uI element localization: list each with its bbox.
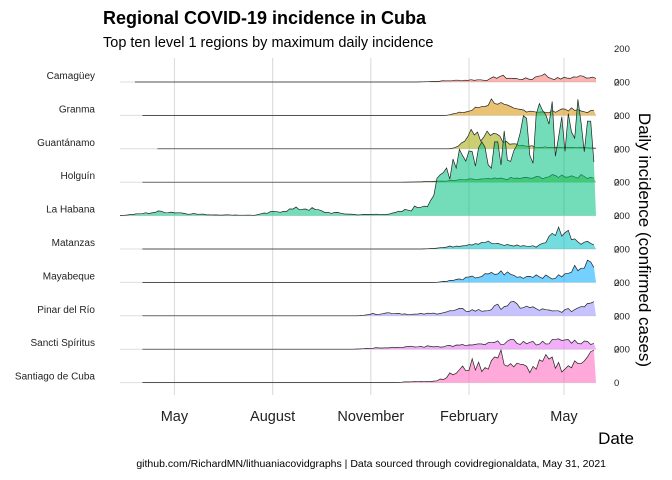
y-axis-label: Daily incidence (confirmed cases) [635, 112, 654, 368]
y-tick-label: 0 [614, 178, 619, 189]
series-area [142, 260, 596, 283]
y-tick-label: 200 [614, 211, 630, 222]
x-tick-label: May [550, 409, 578, 425]
y-tick-label: 200 [614, 178, 630, 189]
series-label: Mayabeque [43, 271, 96, 282]
y-tick-label: 0 [614, 111, 619, 122]
series-line [142, 226, 595, 250]
series-label: Granma [59, 104, 96, 115]
series-label: Matanzas [52, 238, 95, 249]
x-tick-label: August [250, 409, 295, 425]
y-tick-label: 200 [614, 111, 630, 122]
chart-subtitle: Top ten level 1 regions by maximum daily… [103, 35, 434, 51]
y-tick-label: 200 [614, 345, 630, 356]
series-line [157, 128, 597, 150]
x-tick-label: February [440, 409, 499, 425]
y-tick-label: 0 [614, 211, 619, 222]
y-tick-label: 0 [614, 144, 619, 155]
caption: github.com/RichardMN/lithuaniacovidgraph… [136, 458, 606, 470]
y-tick-label: 200 [614, 144, 630, 155]
series-label: Sancti Spíritus [31, 338, 95, 349]
series-label: Pinar del Río [37, 305, 95, 316]
series-area [120, 99, 596, 216]
series-line [142, 338, 595, 350]
y-tick-label: 0 [614, 345, 619, 356]
y-tick-label: 200 [614, 78, 630, 89]
y-tick-label: 200 [614, 245, 630, 256]
series-label: Holguín [61, 171, 95, 182]
y-tick-label: 0 [614, 245, 619, 256]
y-tick-label: 200 [614, 311, 630, 322]
y-tick-label: 0 [614, 311, 619, 322]
series-line [142, 259, 595, 283]
series-area [157, 129, 596, 149]
x-tick-label: November [337, 409, 404, 425]
series-label: Santiago de Cuba [15, 372, 96, 383]
x-tick-label: May [161, 409, 189, 425]
series-line [142, 348, 595, 383]
y-tick-label: 200 [614, 278, 630, 289]
y-tick-label: 200 [614, 44, 630, 55]
series-label: Camagüey [47, 71, 95, 82]
series-area [142, 227, 596, 249]
series-area [134, 73, 596, 82]
series-area [142, 98, 596, 116]
series-label: Guantánamo [37, 138, 95, 149]
series-label: La Habana [46, 205, 95, 216]
series-line [119, 99, 595, 216]
series-area [142, 338, 596, 350]
series-line [142, 98, 594, 116]
y-tick-label: 0 [614, 278, 619, 289]
series-line [134, 73, 597, 83]
series-area [142, 349, 596, 383]
x-axis-label: Date [598, 429, 634, 448]
series-line [142, 301, 595, 317]
series-area [142, 301, 596, 316]
y-tick-label: 0 [614, 378, 619, 389]
y-tick-label: 0 [614, 78, 619, 89]
chart-title: Regional COVID-19 incidence in Cuba [103, 8, 427, 28]
